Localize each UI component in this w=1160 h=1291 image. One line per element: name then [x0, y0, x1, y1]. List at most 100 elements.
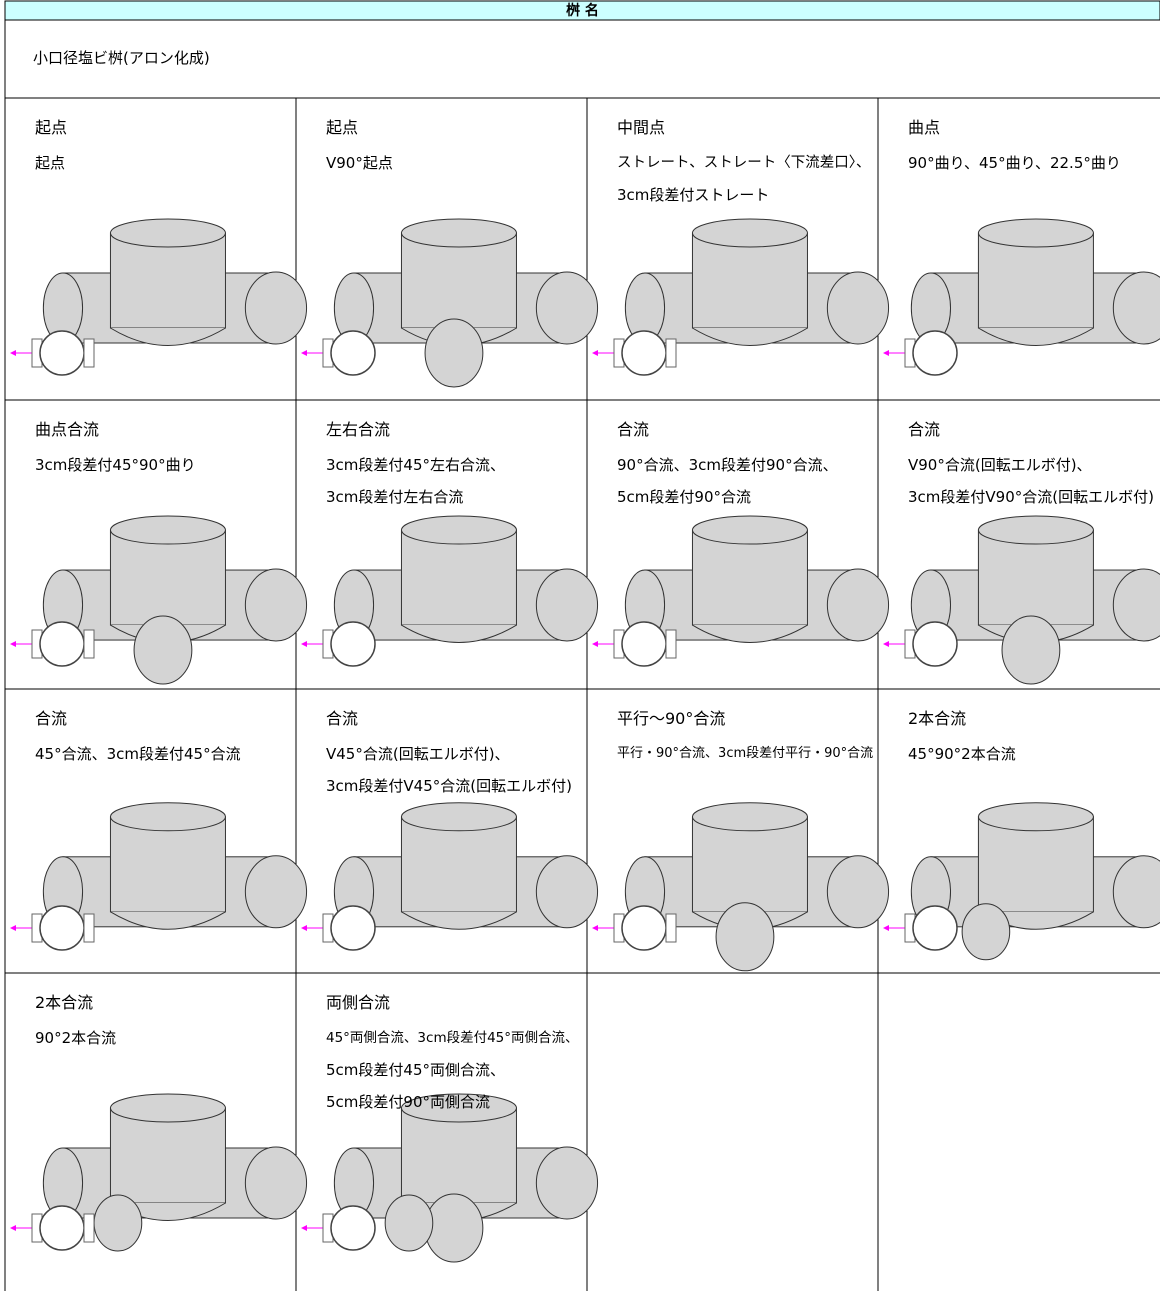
fitting-drawing — [592, 515, 890, 667]
cell-description: 3cm段差付45°左右合流、 — [326, 456, 505, 474]
cell-title: 曲点合流 — [35, 420, 100, 439]
cell-title: 中間点 — [617, 118, 666, 137]
lid — [109, 515, 226, 545]
body-base — [401, 911, 517, 930]
cell-description: 5cm段差付90°両側合流 — [326, 1093, 490, 1111]
lid — [977, 515, 1094, 545]
cell-title: 平行～90°合流 — [617, 709, 726, 728]
fitting-drawing — [301, 218, 599, 388]
plan-pipe — [665, 913, 677, 943]
pipe-face — [715, 902, 775, 972]
cell-description: 45°合流、3cm段差付45°合流 — [35, 745, 241, 763]
cell-description: V45°合流(回転エルボ付)、 — [326, 745, 510, 763]
body — [400, 816, 517, 913]
pipe-face — [244, 855, 308, 929]
fitting-drawing — [301, 802, 599, 951]
cell-title: 起点 — [35, 118, 68, 137]
pipe-face — [133, 615, 193, 685]
lid — [109, 1093, 226, 1123]
flow-arrow-head — [592, 641, 598, 647]
cell-description: 平行・90°合流、3cm段差付平行・90°合流 — [617, 746, 874, 761]
pipe-face — [384, 1194, 434, 1252]
cell-description: 3cm段差付左右合流 — [326, 488, 464, 506]
pipe-face — [424, 1193, 484, 1263]
flow-arrow-head — [301, 350, 307, 356]
cell-title: 合流 — [35, 709, 68, 728]
flow-arrow-head — [10, 350, 16, 356]
cell-description: 3cm段差付45°90°曲り — [35, 456, 196, 474]
lid — [400, 1093, 517, 1123]
flow-arrow-head — [10, 1225, 16, 1231]
plan-circle — [330, 330, 376, 376]
lid — [109, 218, 226, 248]
plan-circle — [912, 905, 958, 951]
body — [109, 529, 226, 626]
plan-pipe — [665, 338, 677, 368]
cell-title: 両側合流 — [326, 993, 391, 1012]
plan-circle — [621, 621, 667, 667]
cell-description: 45°両側合流、3cm段差付45°両側合流、 — [326, 1030, 579, 1046]
flow-arrow-head — [10, 641, 16, 647]
cell-title: 曲点 — [908, 118, 941, 137]
cell-title: 起点 — [326, 118, 359, 137]
plan-circle — [39, 1205, 85, 1251]
cell-description: ストレート、ストレート〈下流差口〉、 — [617, 155, 871, 171]
body-base — [401, 624, 517, 644]
flow-arrow-head — [883, 641, 889, 647]
pipe-face — [1112, 855, 1160, 929]
plan-circle — [912, 621, 958, 667]
lid — [400, 515, 517, 545]
body — [691, 529, 808, 626]
body-base — [110, 911, 226, 930]
cell-description: V90°合流(回転エルボ付)、 — [908, 456, 1092, 474]
lid — [691, 802, 808, 832]
plan-pipe — [83, 629, 95, 659]
cell-title: 合流 — [326, 709, 359, 728]
header-title: 桝 名 — [566, 3, 599, 19]
plan-pipe — [83, 1213, 95, 1243]
body-base — [692, 327, 808, 346]
cell-title: 2本合流 — [35, 993, 94, 1012]
body — [977, 816, 1094, 913]
cell-description: 3cm段差付V90°合流(回転エルボ付) — [908, 488, 1154, 506]
cell-description: V90°起点 — [326, 154, 393, 172]
lid — [400, 218, 517, 248]
fitting-drawing — [10, 515, 308, 685]
pipe-face — [244, 271, 308, 345]
flow-arrow-head — [592, 350, 598, 356]
plan-circle — [39, 905, 85, 951]
flow-arrow-head — [883, 925, 889, 931]
fitting-drawing — [10, 802, 308, 951]
fitting-drawing — [883, 802, 1160, 961]
cell-description: 起点 — [35, 154, 66, 172]
lid — [691, 515, 808, 545]
fitting-drawing — [301, 1093, 599, 1263]
fitting-drawing — [592, 218, 890, 376]
body-base — [692, 624, 808, 644]
plan-circle — [39, 621, 85, 667]
cell-description: 90°2本合流 — [35, 1029, 117, 1047]
cell-description: 3cm段差付ストレート — [617, 186, 770, 204]
plan-circle — [621, 905, 667, 951]
flow-arrow-head — [10, 925, 16, 931]
plan-pipe — [83, 338, 95, 368]
pipe-face — [535, 568, 599, 642]
plan-circle — [621, 330, 667, 376]
lid — [691, 218, 808, 248]
cell-title: 2本合流 — [908, 709, 967, 728]
lid — [400, 802, 517, 832]
pipe-face — [244, 568, 308, 642]
plan-pipe — [665, 629, 677, 659]
flow-arrow-head — [301, 641, 307, 647]
lid — [977, 218, 1094, 248]
cell-description: 90°曲り、45°曲り、22.5°曲り — [908, 154, 1121, 172]
pipe-face — [826, 271, 890, 345]
cell-description: 5cm段差付45°両側合流、 — [326, 1061, 505, 1079]
body-base — [110, 327, 226, 346]
cell-description: 45°90°2本合流 — [908, 745, 1016, 763]
cell-description: 3cm段差付V45°合流(回転エルボ付) — [326, 777, 572, 795]
plan-pipe — [83, 913, 95, 943]
cell-description: 5cm段差付90°合流 — [617, 488, 751, 506]
